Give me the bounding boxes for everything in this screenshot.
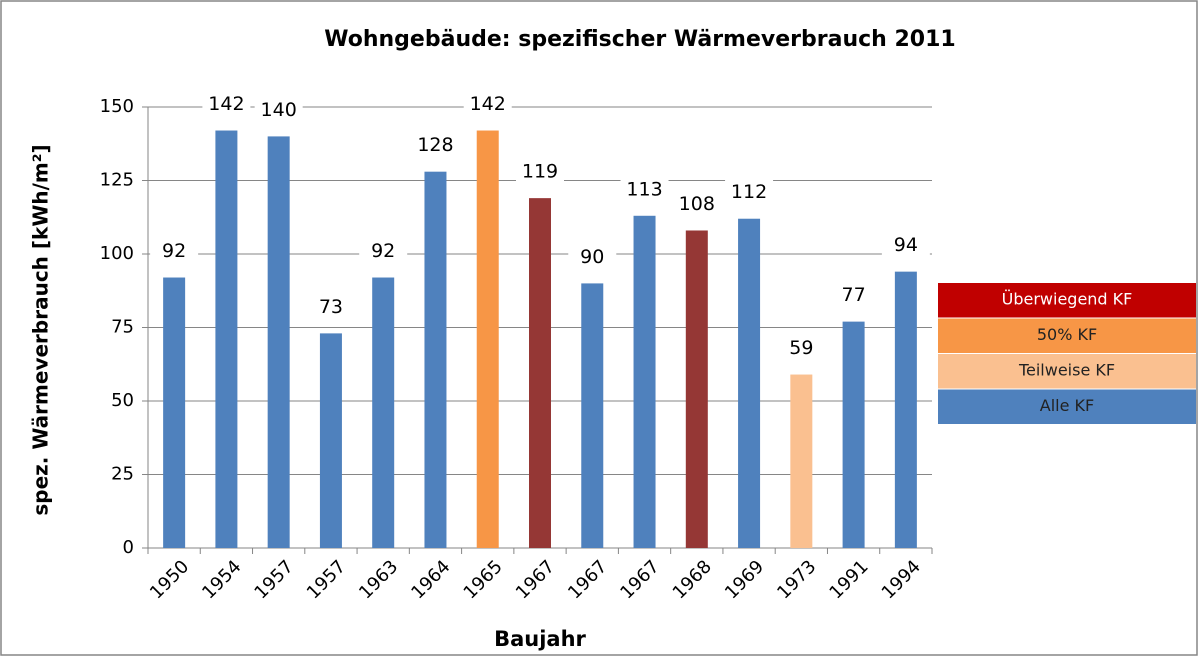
bar <box>738 218 761 548</box>
bar <box>476 130 499 548</box>
data-label-bg <box>306 294 355 321</box>
bar <box>529 198 551 548</box>
data-label-bg <box>463 91 512 118</box>
bar <box>790 374 813 548</box>
data-label-bg <box>150 238 199 265</box>
bar <box>372 277 395 548</box>
data-label: 92 <box>162 240 186 262</box>
y-tick-label: 150 <box>100 96 134 117</box>
data-label-bg <box>568 244 617 271</box>
data-label: 59 <box>789 337 813 359</box>
y-tick-label: 0 <box>123 537 134 558</box>
bar <box>424 171 447 548</box>
data-label-bg <box>725 179 774 206</box>
data-label: 108 <box>679 193 715 215</box>
y-tick-label: 75 <box>111 317 134 338</box>
legend-label: Alle KF <box>1040 396 1094 415</box>
bar <box>842 321 865 548</box>
bar <box>267 136 290 548</box>
data-label: 142 <box>208 93 244 115</box>
data-label-bg <box>829 282 878 309</box>
chart-title: Wohngebäude: spezifischer Wärmeverbrauch… <box>324 27 955 52</box>
legend-swatch <box>938 318 1196 353</box>
data-label-bg <box>620 176 669 203</box>
bar <box>894 271 917 548</box>
bar <box>319 333 342 548</box>
data-label: 112 <box>731 181 767 203</box>
data-label-bg <box>672 191 721 218</box>
y-tick-label: 100 <box>100 243 134 264</box>
data-label-bg <box>516 159 564 186</box>
data-label: 140 <box>261 99 297 121</box>
data-label: 90 <box>580 246 604 268</box>
legend-swatch <box>938 389 1196 424</box>
legend-label: 50% KF <box>1037 325 1097 344</box>
bar <box>215 130 238 548</box>
data-label-bg <box>359 238 408 265</box>
data-label-bg <box>881 232 930 259</box>
y-tick-label: 125 <box>100 170 134 191</box>
legend-swatch <box>938 354 1196 389</box>
data-label: 119 <box>522 161 558 183</box>
data-label: 113 <box>626 178 662 200</box>
bar <box>163 277 186 548</box>
data-label: 142 <box>470 93 506 115</box>
data-label-bg <box>202 91 251 118</box>
data-label: 94 <box>894 234 918 256</box>
data-label-bg <box>411 132 460 159</box>
data-label-bg <box>777 335 826 362</box>
bar <box>581 283 604 548</box>
data-label: 92 <box>371 240 395 262</box>
data-label: 128 <box>417 134 453 156</box>
bar <box>685 230 708 549</box>
y-axis-title: spez. Wärmeverbrauch [kWh/m²] <box>29 144 53 515</box>
data-label-bg <box>254 97 303 124</box>
data-label: 77 <box>842 284 866 306</box>
legend-label: Überwiegend KF <box>1002 290 1133 309</box>
bar <box>633 215 656 548</box>
y-tick-label: 25 <box>111 464 134 485</box>
data-label: 73 <box>319 296 343 318</box>
legend-swatch <box>938 283 1196 318</box>
legend-label: Teilweise KF <box>1018 361 1115 380</box>
x-axis-title: Baujahr <box>494 627 586 651</box>
y-tick-label: 50 <box>111 390 134 411</box>
